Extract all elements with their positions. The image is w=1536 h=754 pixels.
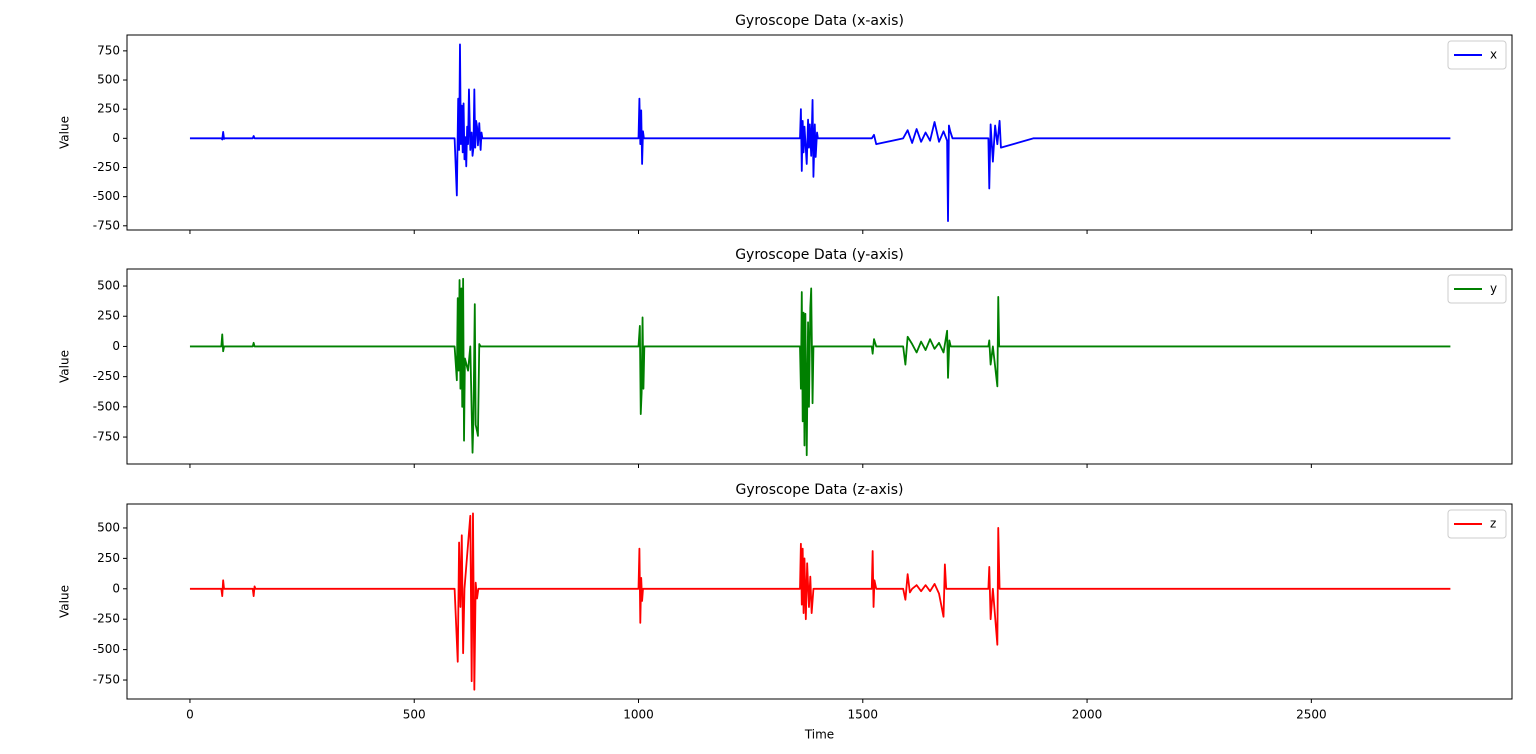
y-tick-label: -250 xyxy=(93,612,120,626)
x-tick-label: 0 xyxy=(186,708,194,722)
chart-title: Gyroscope Data (y-axis) xyxy=(735,247,904,263)
axes-frame xyxy=(126,34,1513,231)
x-tick-label: 500 xyxy=(403,708,426,722)
x-tick-label: 1500 xyxy=(848,708,879,722)
data-line xyxy=(189,43,1451,223)
y-tick-label: -500 xyxy=(93,399,120,413)
legend-label: y xyxy=(1490,282,1497,296)
x-tick-label: 1000 xyxy=(623,708,654,722)
chart-title: Gyroscope Data (z-axis) xyxy=(736,482,904,498)
y-tick-label: -750 xyxy=(93,673,120,687)
axes-frame xyxy=(126,503,1513,700)
y-tick-label: -250 xyxy=(93,160,120,174)
legend-label: x xyxy=(1490,48,1497,62)
y-axis-label: Value xyxy=(58,350,72,383)
x-axis-label: Time xyxy=(804,728,834,742)
axes-frame xyxy=(126,268,1513,465)
y-tick-label: 750 xyxy=(97,43,120,57)
y-tick-label: -750 xyxy=(93,430,120,444)
y-tick-label: -500 xyxy=(93,642,120,656)
y-tick-label: 500 xyxy=(97,520,120,534)
y-tick-label: 250 xyxy=(97,102,120,116)
y-tick-label: -250 xyxy=(93,369,120,383)
y-tick-label: 0 xyxy=(112,131,120,145)
y-tick-label: 0 xyxy=(112,339,120,353)
legend-label: z xyxy=(1490,517,1496,531)
data-line xyxy=(189,277,1451,457)
y-axis-label: Value xyxy=(58,116,72,149)
y-tick-label: 250 xyxy=(97,551,120,565)
y-tick-label: 0 xyxy=(112,581,120,595)
chart-title: Gyroscope Data (x-axis) xyxy=(735,13,904,29)
data-line xyxy=(189,512,1451,691)
y-tick-label: 500 xyxy=(97,279,120,293)
x-tick-label: 2500 xyxy=(1296,708,1327,722)
x-tick-label: 2000 xyxy=(1072,708,1103,722)
y-tick-label: -750 xyxy=(93,218,120,232)
y-tick-label: 500 xyxy=(97,73,120,87)
y-tick-label: 250 xyxy=(97,309,120,323)
y-tick-label: -500 xyxy=(93,189,120,203)
y-axis-label: Value xyxy=(58,585,72,618)
